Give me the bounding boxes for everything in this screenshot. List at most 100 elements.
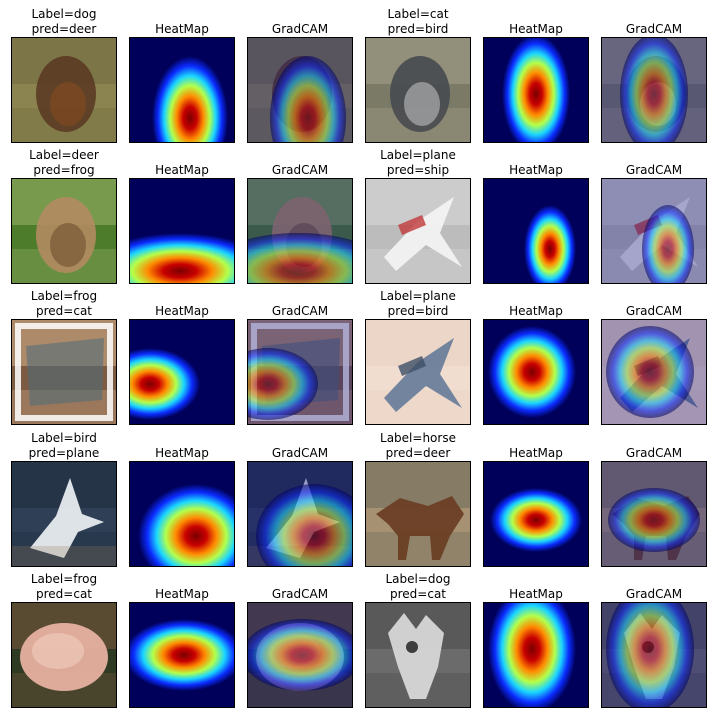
panel-title: GradCAM — [271, 22, 329, 36]
panel-r2-c3: GradCAM — [247, 143, 353, 284]
image-canvas — [602, 320, 706, 424]
image-canvas — [130, 462, 234, 566]
gradcam-overlay-image — [601, 602, 707, 708]
panel-title: HeatMap — [509, 163, 563, 177]
gradcam-overlay-image — [247, 178, 353, 284]
panel-r3-c4: Label=plane pred=bird — [365, 284, 471, 425]
input-image — [11, 37, 117, 143]
panel-title: HeatMap — [155, 304, 209, 318]
panel-title: HeatMap — [509, 587, 563, 601]
panel-title: HeatMap — [509, 304, 563, 318]
heatmap-image — [129, 602, 235, 708]
heatmap-image — [483, 319, 589, 425]
panel-title: GradCAM — [625, 587, 683, 601]
panel-r2-c1: Label=deer pred=frog — [11, 143, 117, 284]
gradcam-overlay-image — [247, 602, 353, 708]
image-canvas — [484, 603, 588, 707]
panel-title: HeatMap — [155, 587, 209, 601]
image-canvas — [248, 179, 352, 283]
panel-r1-c5: HeatMap — [483, 2, 589, 143]
panel-r5-c2: HeatMap — [129, 567, 235, 708]
panel-title: HeatMap — [155, 22, 209, 36]
panel-title: HeatMap — [509, 22, 563, 36]
panel-r4-c3: GradCAM — [247, 426, 353, 567]
panel-r5-c3: GradCAM — [247, 567, 353, 708]
image-canvas — [484, 179, 588, 283]
panel-title: HeatMap — [155, 446, 209, 460]
image-canvas — [248, 603, 352, 707]
panel-r2-c2: HeatMap — [129, 143, 235, 284]
panel-r2-c4: Label=plane pred=ship — [365, 143, 471, 284]
input-image — [365, 319, 471, 425]
panel-title: GradCAM — [271, 304, 329, 318]
panel-title: GradCAM — [625, 446, 683, 460]
image-canvas — [602, 462, 706, 566]
image-canvas — [602, 603, 706, 707]
panel-title: GradCAM — [625, 304, 683, 318]
panel-title: Label=frog pred=cat — [30, 289, 98, 318]
input-image — [11, 461, 117, 567]
panel-title: GradCAM — [625, 163, 683, 177]
panel-r5-c4: Label=dog pred=cat — [365, 567, 471, 708]
image-canvas — [366, 462, 470, 566]
panel-title: Label=deer pred=frog — [29, 148, 99, 177]
panel-r4-c2: HeatMap — [129, 426, 235, 567]
panel-r5-c6: GradCAM — [601, 567, 707, 708]
input-image — [365, 461, 471, 567]
input-image — [365, 37, 471, 143]
panel-title: GradCAM — [271, 163, 329, 177]
gradcam-overlay-image — [601, 319, 707, 425]
heatmap-image — [483, 37, 589, 143]
image-canvas — [602, 179, 706, 283]
panel-r4-c4: Label=horse pred=deer — [365, 426, 471, 567]
image-canvas — [248, 38, 352, 142]
heatmap-image — [129, 178, 235, 284]
image-canvas — [366, 179, 470, 283]
panel-r3-c3: GradCAM — [247, 284, 353, 425]
input-image — [11, 602, 117, 708]
gradcam-overlay-image — [601, 178, 707, 284]
gradcam-overlay-image — [247, 37, 353, 143]
input-image — [11, 319, 117, 425]
panel-r1-c3: GradCAM — [247, 2, 353, 143]
image-canvas — [130, 179, 234, 283]
image-canvas — [248, 320, 352, 424]
gradcam-overlay-image — [601, 37, 707, 143]
panel-title: Label=plane pred=ship — [380, 148, 456, 177]
image-canvas — [12, 603, 116, 707]
panel-title: Label=bird pred=plane — [28, 431, 100, 460]
panel-title: HeatMap — [155, 163, 209, 177]
panel-title: GradCAM — [625, 22, 683, 36]
gradcam-overlay-image — [247, 319, 353, 425]
panel-r2-c5: HeatMap — [483, 143, 589, 284]
panel-r3-c2: HeatMap — [129, 284, 235, 425]
image-canvas — [366, 38, 470, 142]
image-canvas — [484, 462, 588, 566]
panel-title: GradCAM — [271, 587, 329, 601]
heatmap-image — [129, 37, 235, 143]
image-canvas — [130, 320, 234, 424]
panel-r4-c1: Label=bird pred=plane — [11, 426, 117, 567]
panel-r1-c1: Label=dog pred=deer — [11, 2, 117, 143]
input-image — [11, 178, 117, 284]
image-canvas — [602, 38, 706, 142]
panel-r3-c5: HeatMap — [483, 284, 589, 425]
panel-title: Label=dog pred=cat — [385, 572, 451, 601]
panel-r5-c5: HeatMap — [483, 567, 589, 708]
image-canvas — [12, 38, 116, 142]
panel-r3-c1: Label=frog pred=cat — [11, 284, 117, 425]
panel-r2-c6: GradCAM — [601, 143, 707, 284]
image-canvas — [130, 38, 234, 142]
panel-title: Label=plane pred=bird — [380, 289, 456, 318]
panel-title: Label=horse pred=deer — [380, 431, 456, 460]
image-canvas — [366, 603, 470, 707]
panel-r1-c2: HeatMap — [129, 2, 235, 143]
image-canvas — [12, 462, 116, 566]
panel-r4-c6: GradCAM — [601, 426, 707, 567]
gradcam-overlay-image — [601, 461, 707, 567]
panel-title: Label=cat pred=bird — [387, 7, 449, 36]
image-canvas — [484, 38, 588, 142]
panel-r3-c6: GradCAM — [601, 284, 707, 425]
heatmap-image — [129, 319, 235, 425]
